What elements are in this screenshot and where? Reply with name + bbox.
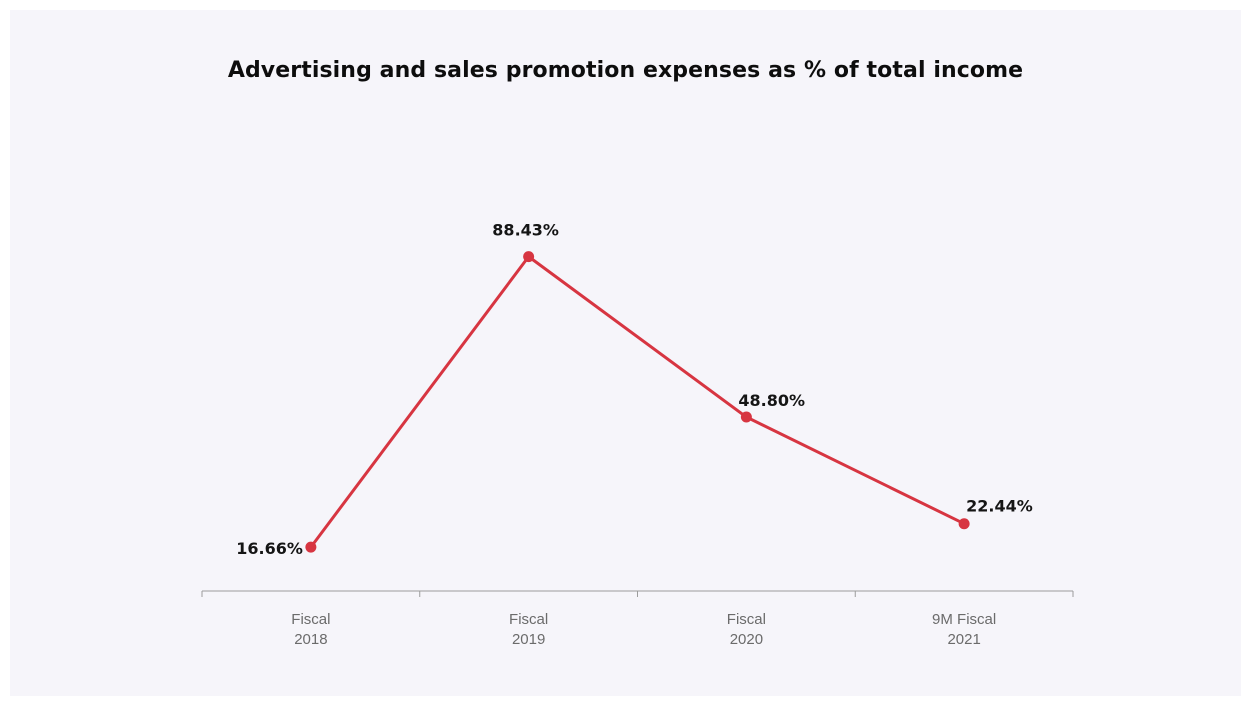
data-label: 48.80% bbox=[738, 391, 805, 410]
data-point bbox=[305, 541, 317, 553]
data-label: 88.43% bbox=[492, 221, 559, 240]
x-tick-label: Fiscal 2018 bbox=[291, 611, 330, 648]
chart-panel bbox=[10, 10, 1241, 696]
x-tick-label: 9M Fiscal 2021 bbox=[932, 611, 996, 648]
x-tick-label: Fiscal 2019 bbox=[509, 611, 548, 648]
data-point bbox=[523, 251, 535, 263]
data-label: 22.44% bbox=[966, 497, 1033, 516]
x-tick-label: Fiscal 2020 bbox=[727, 611, 766, 648]
data-label: 16.66% bbox=[236, 539, 303, 558]
series-line bbox=[309, 255, 966, 549]
data-point bbox=[958, 518, 970, 530]
data-point bbox=[740, 411, 752, 423]
chart-title: Advertising and sales promotion expenses… bbox=[227, 58, 1024, 83]
